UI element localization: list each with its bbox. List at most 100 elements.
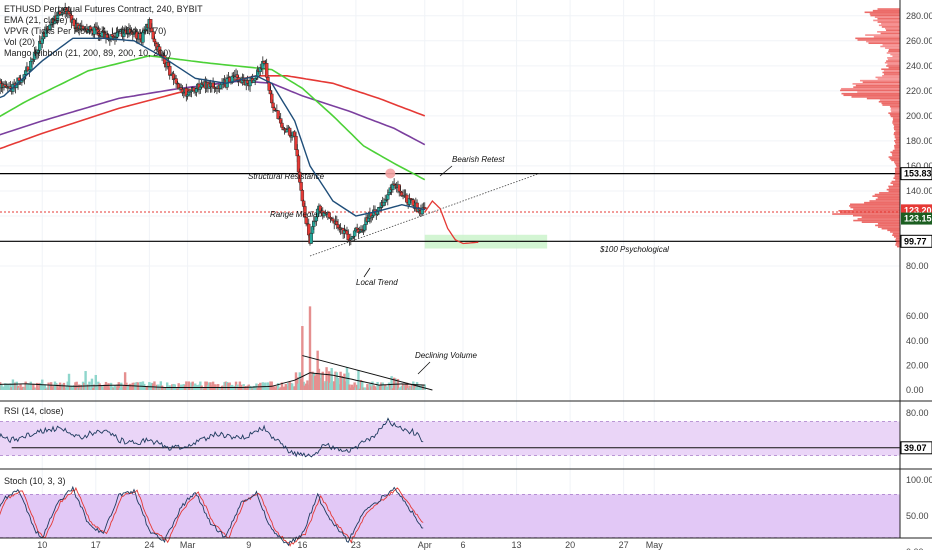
volume-bar xyxy=(28,388,31,390)
volume-bar xyxy=(352,386,355,390)
volume-bar xyxy=(186,387,189,390)
vpvr-row xyxy=(892,117,900,119)
volume-bar xyxy=(248,385,252,390)
volume-bar xyxy=(399,387,402,390)
vpvr-row xyxy=(853,219,900,222)
volume-bar xyxy=(293,386,296,390)
volume-bar xyxy=(65,386,68,390)
psychological-tag-box xyxy=(900,234,932,248)
stoch-tick-label: 100.00 xyxy=(906,475,932,485)
volume-bar xyxy=(38,382,41,390)
vpvr-row xyxy=(891,159,900,162)
volume-bar xyxy=(336,377,340,390)
vpvr-row xyxy=(877,8,900,10)
volume-bar xyxy=(102,388,105,390)
volume-bar xyxy=(176,388,179,390)
volume-bar xyxy=(372,385,375,390)
volume-bar xyxy=(387,382,391,390)
vpvr-row xyxy=(857,39,900,41)
volume-bar xyxy=(11,379,15,390)
volume-bar xyxy=(386,386,389,390)
price-tick-label: 180.00 xyxy=(906,136,932,146)
volume-bar xyxy=(5,383,8,390)
volume-tick-label: 0.00 xyxy=(906,385,924,395)
vpvr-row xyxy=(895,164,900,167)
volume-bar xyxy=(307,384,310,390)
vpvr-row xyxy=(888,190,900,193)
current-price-tag: 123.15 xyxy=(904,214,932,224)
volume-bar xyxy=(276,383,280,390)
arrow-local-trend xyxy=(363,267,371,278)
price-tick-label: 160.00 xyxy=(906,161,932,171)
volume-bar xyxy=(79,387,82,390)
vpvr-row xyxy=(896,245,900,248)
projection-path xyxy=(424,199,479,245)
vpvr-row xyxy=(878,100,900,103)
ema-line xyxy=(0,37,425,217)
time-tick-label: Mar xyxy=(180,540,196,550)
legend-entry: Mango Ribbon (21, 200, 89, 200, 10, 200) xyxy=(4,48,171,58)
volume-bar xyxy=(391,388,395,390)
volume-bar xyxy=(1,386,4,390)
volume-bar xyxy=(287,383,290,390)
vpvr-row xyxy=(886,65,900,67)
volume-bar xyxy=(51,387,54,390)
volume-bar xyxy=(109,382,113,390)
volume-bar xyxy=(167,387,170,390)
volume-bar xyxy=(395,382,398,390)
vpvr-row xyxy=(887,57,900,59)
volume-bar xyxy=(98,383,101,390)
vpvr-row xyxy=(855,37,900,40)
volume-bar xyxy=(211,381,215,390)
vpvr-row xyxy=(881,227,900,230)
volume-bar xyxy=(185,381,188,390)
volume-bar xyxy=(405,382,409,390)
volume-bar xyxy=(297,383,300,390)
candle-body xyxy=(309,233,313,244)
volume-bar xyxy=(289,383,293,390)
vpvr-row xyxy=(894,174,900,176)
volume-bar xyxy=(325,367,328,390)
vpvr-row xyxy=(865,34,900,36)
vpvr-row xyxy=(894,162,900,165)
vpvr-row xyxy=(888,187,900,189)
volume-bar xyxy=(373,386,377,390)
volume-bar xyxy=(413,385,416,390)
volume-bar xyxy=(6,383,10,390)
rsi-line xyxy=(0,417,424,458)
volume-bar xyxy=(2,387,6,390)
vpvr-row xyxy=(887,63,900,66)
vpvr-row xyxy=(892,55,900,58)
volume-bar xyxy=(177,383,180,390)
vpvr-row xyxy=(892,120,900,123)
vpvr-row xyxy=(895,138,900,141)
ribbon-red-line xyxy=(0,75,426,150)
volume-bar xyxy=(371,381,374,390)
volume-bar xyxy=(265,387,268,390)
volume-bar xyxy=(223,382,226,390)
volume-bar xyxy=(321,371,324,390)
vpvr-row xyxy=(832,213,900,215)
volume-bar xyxy=(20,387,24,390)
volume-bar xyxy=(62,382,66,390)
volume-bar xyxy=(382,386,386,390)
volume-pane xyxy=(0,306,433,391)
volume-bar xyxy=(113,385,117,390)
time-tick-label: 9 xyxy=(246,540,251,550)
candle-body xyxy=(300,190,305,202)
volume-bar xyxy=(278,388,281,390)
volume-bar xyxy=(298,372,301,390)
vpvr-row xyxy=(866,40,900,43)
volume-bar xyxy=(18,387,21,390)
volume-bar xyxy=(403,385,406,390)
vpvr-row xyxy=(886,52,900,54)
volume-bar xyxy=(76,388,80,390)
vpvr-row xyxy=(882,74,900,77)
volume-bar xyxy=(377,385,381,390)
vpvr-row xyxy=(879,99,900,101)
vpvr-row xyxy=(886,29,900,31)
vpvr-row xyxy=(893,123,900,126)
volume-bar xyxy=(375,387,378,390)
candles xyxy=(0,2,427,246)
volume-bar xyxy=(273,386,276,390)
